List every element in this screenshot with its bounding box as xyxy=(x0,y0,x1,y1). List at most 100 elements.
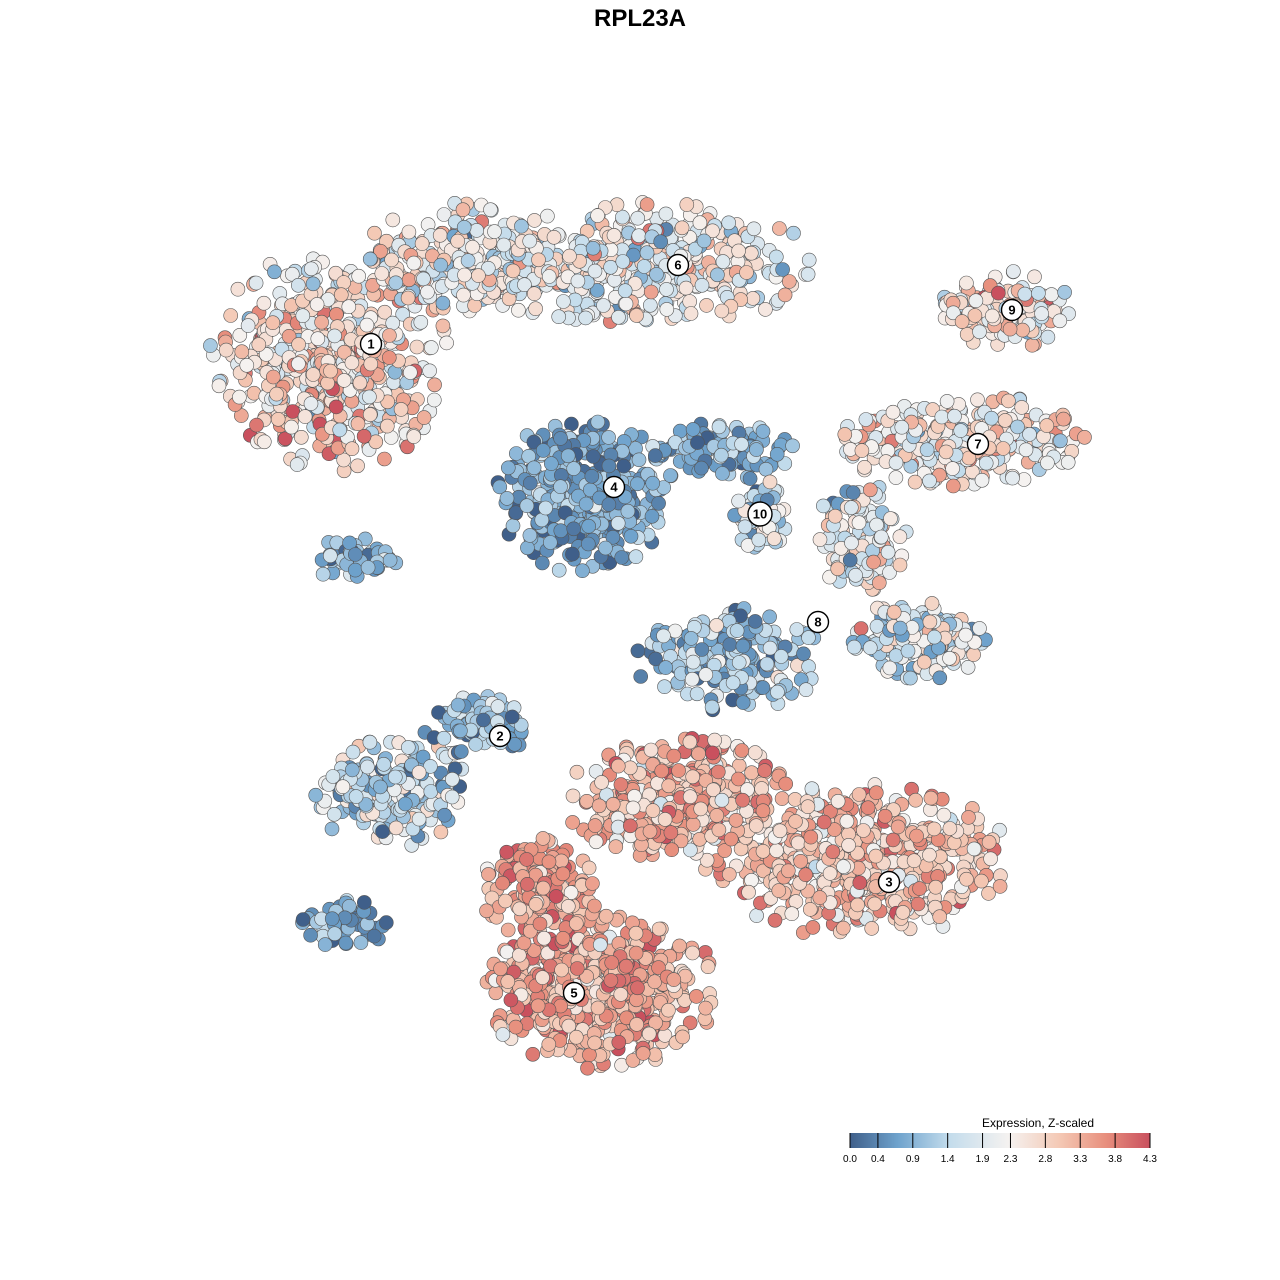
cell-point xyxy=(860,800,876,816)
cell-point xyxy=(836,859,851,874)
cell-point xyxy=(578,310,593,326)
cell-point xyxy=(455,202,471,217)
cell-point xyxy=(526,460,542,476)
cell-point xyxy=(265,369,281,385)
cell-point xyxy=(256,434,272,450)
cell-point xyxy=(423,340,439,355)
cell-point xyxy=(368,434,384,450)
cell-point xyxy=(741,884,756,900)
cell-point xyxy=(344,355,360,371)
cell-point xyxy=(651,921,667,937)
cell-point xyxy=(663,468,678,483)
cell-point xyxy=(1014,400,1030,415)
cell-point xyxy=(303,261,319,277)
cell-point xyxy=(384,252,399,268)
cell-point xyxy=(945,478,961,494)
cluster-label-text: 2 xyxy=(496,729,503,744)
cluster-label-2: 2 xyxy=(488,724,512,748)
cell-point xyxy=(666,972,682,987)
cell-point xyxy=(766,531,782,546)
cell-point xyxy=(401,272,417,288)
cell-point xyxy=(427,377,442,393)
cell-point xyxy=(748,818,764,834)
cell-point xyxy=(1056,411,1071,427)
cell-point xyxy=(647,974,663,990)
cell-point xyxy=(851,787,867,802)
cell-point xyxy=(433,824,449,840)
cell-point xyxy=(569,764,585,780)
cell-point xyxy=(857,459,872,475)
cell-point xyxy=(232,327,248,343)
cell-point xyxy=(328,399,344,415)
cell-point xyxy=(348,789,364,804)
cell-point xyxy=(540,208,555,224)
cell-point xyxy=(711,419,727,435)
cell-point xyxy=(696,233,712,249)
cell-point xyxy=(416,410,432,425)
cell-point xyxy=(759,656,775,672)
legend-tick-label: 0.9 xyxy=(906,1154,920,1165)
cell-point xyxy=(978,455,994,471)
cell-point xyxy=(974,472,990,488)
cell-point xyxy=(916,654,932,670)
cell-point xyxy=(342,535,357,551)
cell-point xyxy=(804,781,820,797)
cell-point xyxy=(530,998,546,1014)
cell-point xyxy=(711,822,727,838)
cell-point xyxy=(934,409,950,425)
cell-point xyxy=(882,660,898,676)
cell-point xyxy=(450,697,466,713)
cell-point xyxy=(728,812,744,828)
cell-point xyxy=(812,890,828,905)
cell-point xyxy=(731,243,746,259)
cell-point xyxy=(631,228,647,243)
cell-point xyxy=(755,680,771,695)
cell-point xyxy=(1006,264,1021,279)
cell-point xyxy=(532,916,548,932)
cell-point xyxy=(610,819,626,835)
cell-point xyxy=(393,402,409,417)
cell-points xyxy=(203,195,1092,1076)
cluster-label-text: 3 xyxy=(885,875,892,890)
cell-point xyxy=(658,206,674,222)
cell-point xyxy=(499,491,515,506)
cell-point xyxy=(587,898,602,914)
cell-point xyxy=(721,215,737,231)
cell-point xyxy=(1015,322,1030,338)
cell-point xyxy=(560,899,576,914)
cell-point xyxy=(570,273,586,289)
cell-point xyxy=(218,342,234,358)
cell-point xyxy=(945,305,961,321)
cell-point xyxy=(327,328,342,344)
cell-point xyxy=(541,1037,557,1052)
cell-point xyxy=(265,315,281,331)
cell-point xyxy=(895,905,911,920)
cluster-label-10: 10 xyxy=(747,501,773,527)
cell-point xyxy=(379,418,395,434)
cell-point xyxy=(603,259,618,275)
cell-point xyxy=(628,945,644,961)
cell-point xyxy=(356,428,372,444)
cell-point xyxy=(291,356,306,372)
cell-point xyxy=(966,841,982,857)
cell-point xyxy=(585,449,601,464)
cell-point xyxy=(700,959,716,975)
cell-point xyxy=(608,839,624,855)
cell-point xyxy=(526,286,542,302)
cell-point xyxy=(295,912,311,927)
cell-point xyxy=(598,540,613,556)
cell-point xyxy=(1057,284,1072,300)
cell-point xyxy=(685,654,701,670)
cell-point xyxy=(641,1026,657,1042)
cell-point xyxy=(772,221,787,236)
cell-point xyxy=(568,916,584,931)
cell-point xyxy=(376,756,392,772)
cell-point xyxy=(590,414,606,430)
cell-point xyxy=(546,230,562,245)
cell-point xyxy=(699,298,714,313)
cell-point xyxy=(327,926,343,942)
cell-point xyxy=(553,523,569,539)
cell-point xyxy=(499,944,515,960)
cell-point xyxy=(367,225,382,241)
cluster-label-text: 1 xyxy=(367,337,374,352)
